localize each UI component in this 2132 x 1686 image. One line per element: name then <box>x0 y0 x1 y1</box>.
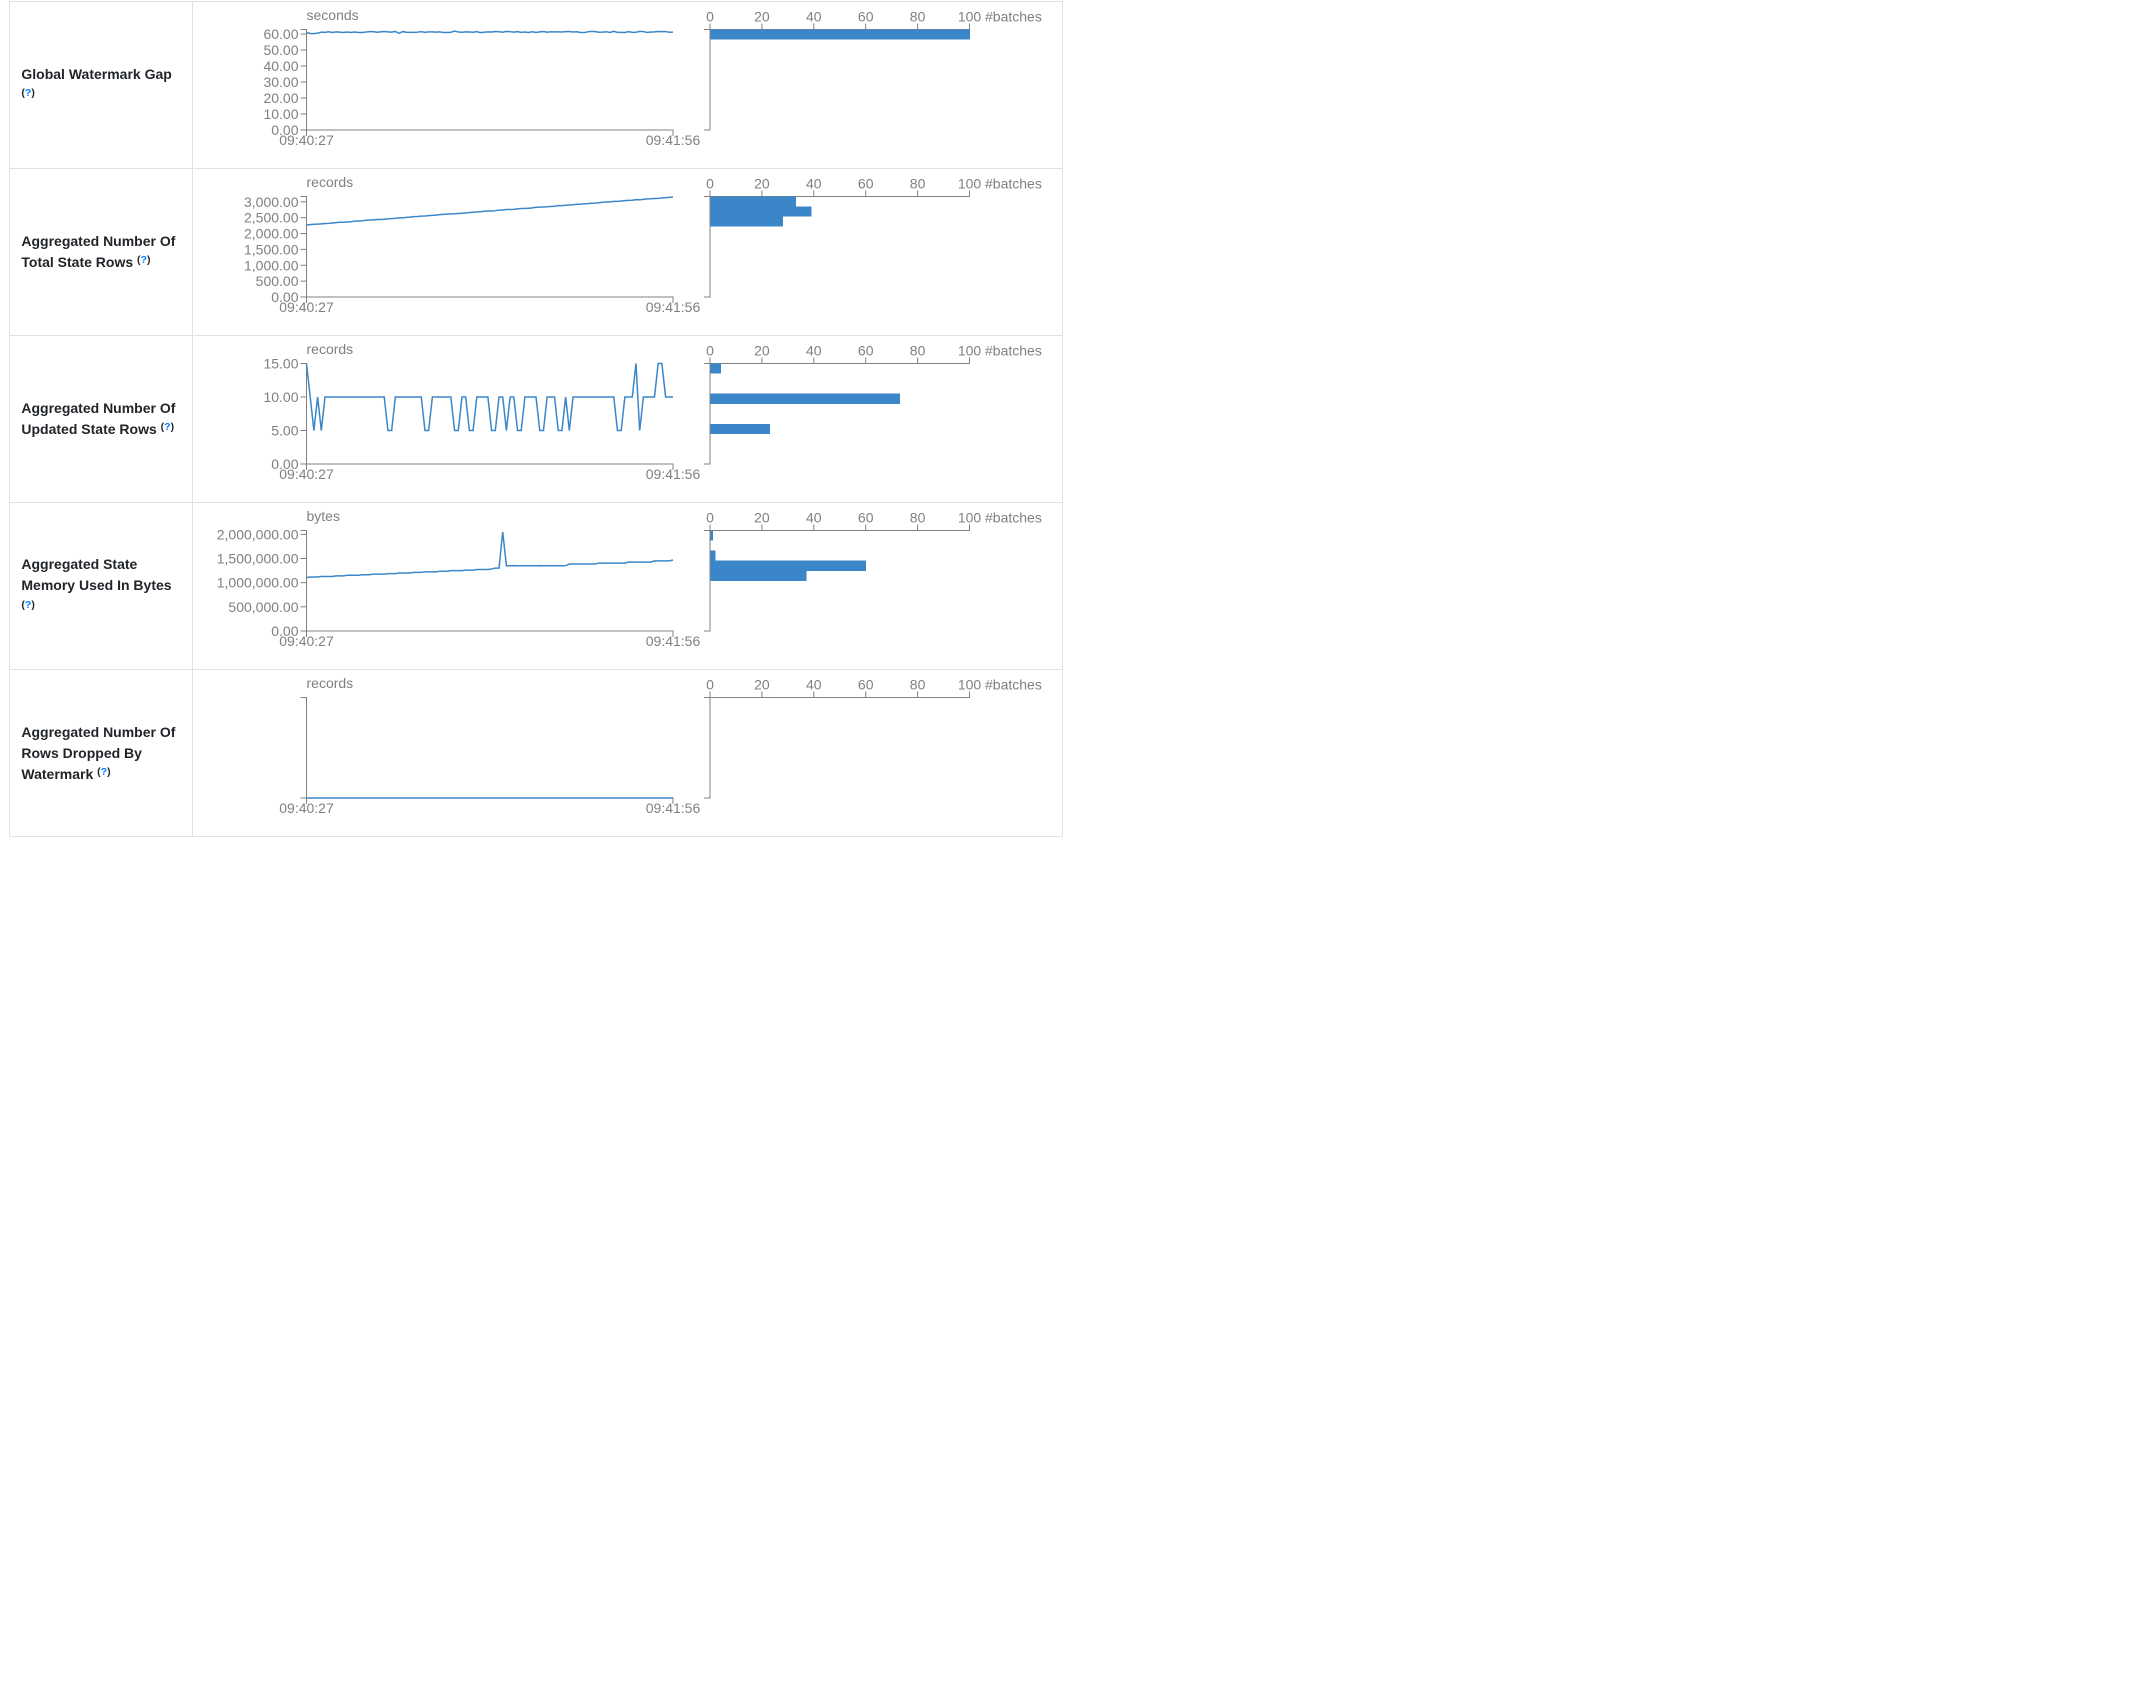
svg-text:60.00: 60.00 <box>263 26 298 42</box>
svg-text:bytes: bytes <box>307 508 340 524</box>
svg-text:100: 100 <box>958 676 982 692</box>
svg-text:2,500.00: 2,500.00 <box>244 210 299 226</box>
svg-text:15.00: 15.00 <box>263 356 298 372</box>
svg-text:records: records <box>307 174 354 190</box>
svg-text:09:41:56: 09:41:56 <box>646 132 701 148</box>
svg-text:#batches: #batches <box>985 342 1042 358</box>
svg-text:09:41:56: 09:41:56 <box>646 800 701 816</box>
svg-text:seconds: seconds <box>307 7 359 23</box>
svg-text:0.00: 0.00 <box>271 122 298 138</box>
svg-text:60: 60 <box>858 175 874 191</box>
svg-text:09:40:27: 09:40:27 <box>279 132 334 148</box>
svg-text:09:40:27: 09:40:27 <box>279 299 334 315</box>
svg-text:0: 0 <box>706 509 714 525</box>
svg-text:20: 20 <box>754 8 770 24</box>
svg-text:40: 40 <box>806 342 822 358</box>
svg-text:40: 40 <box>806 676 822 692</box>
svg-text:records: records <box>307 341 354 357</box>
svg-text:0.00: 0.00 <box>271 623 298 639</box>
svg-text:5.00: 5.00 <box>271 423 298 439</box>
svg-text:records: records <box>307 675 354 691</box>
svg-text:1,500.00: 1,500.00 <box>244 241 299 257</box>
svg-text:09:41:56: 09:41:56 <box>646 633 701 649</box>
svg-text:40.00: 40.00 <box>263 58 298 74</box>
svg-text:80: 80 <box>910 8 926 24</box>
svg-text:0: 0 <box>706 676 714 692</box>
svg-text:1,500,000.00: 1,500,000.00 <box>217 550 299 566</box>
svg-text:500.00: 500.00 <box>256 273 299 289</box>
svg-text:60: 60 <box>858 8 874 24</box>
svg-text:10.00: 10.00 <box>263 106 298 122</box>
svg-text:20: 20 <box>754 175 770 191</box>
svg-text:#batches: #batches <box>985 509 1042 525</box>
svg-text:20: 20 <box>754 676 770 692</box>
svg-text:40: 40 <box>806 8 822 24</box>
svg-text:20: 20 <box>754 342 770 358</box>
svg-text:100: 100 <box>958 342 982 358</box>
svg-text:09:40:27: 09:40:27 <box>279 800 334 816</box>
svg-text:0.00: 0.00 <box>271 289 298 305</box>
svg-text:3,000.00: 3,000.00 <box>244 194 299 210</box>
svg-text:500,000.00: 500,000.00 <box>228 599 298 615</box>
svg-text:2,000,000.00: 2,000,000.00 <box>217 526 299 542</box>
svg-text:100: 100 <box>958 509 982 525</box>
svg-text:1,000.00: 1,000.00 <box>244 257 299 273</box>
svg-text:20: 20 <box>754 509 770 525</box>
svg-text:0: 0 <box>706 342 714 358</box>
svg-text:40: 40 <box>806 509 822 525</box>
svg-text:60: 60 <box>858 676 874 692</box>
svg-text:80: 80 <box>910 676 926 692</box>
svg-text:09:41:56: 09:41:56 <box>646 466 701 482</box>
svg-text:60: 60 <box>858 509 874 525</box>
svg-text:80: 80 <box>910 342 926 358</box>
svg-text:100: 100 <box>958 175 982 191</box>
svg-text:0: 0 <box>706 175 714 191</box>
svg-text:80: 80 <box>910 175 926 191</box>
svg-text:2,000.00: 2,000.00 <box>244 226 299 242</box>
svg-text:60: 60 <box>858 342 874 358</box>
svg-text:#batches: #batches <box>985 8 1042 24</box>
svg-text:40: 40 <box>806 175 822 191</box>
svg-text:#batches: #batches <box>985 676 1042 692</box>
svg-text:0: 0 <box>706 8 714 24</box>
svg-text:10.00: 10.00 <box>263 389 298 405</box>
svg-text:1,000,000.00: 1,000,000.00 <box>217 575 299 591</box>
svg-text:100: 100 <box>958 8 982 24</box>
svg-text:80: 80 <box>910 509 926 525</box>
svg-text:#batches: #batches <box>985 175 1042 191</box>
svg-text:50.00: 50.00 <box>263 42 298 58</box>
svg-text:09:41:56: 09:41:56 <box>646 299 701 315</box>
svg-text:09:40:27: 09:40:27 <box>279 633 334 649</box>
svg-text:20.00: 20.00 <box>263 90 298 106</box>
svg-text:30.00: 30.00 <box>263 74 298 90</box>
svg-text:0.00: 0.00 <box>271 456 298 472</box>
svg-text:09:40:27: 09:40:27 <box>279 466 334 482</box>
